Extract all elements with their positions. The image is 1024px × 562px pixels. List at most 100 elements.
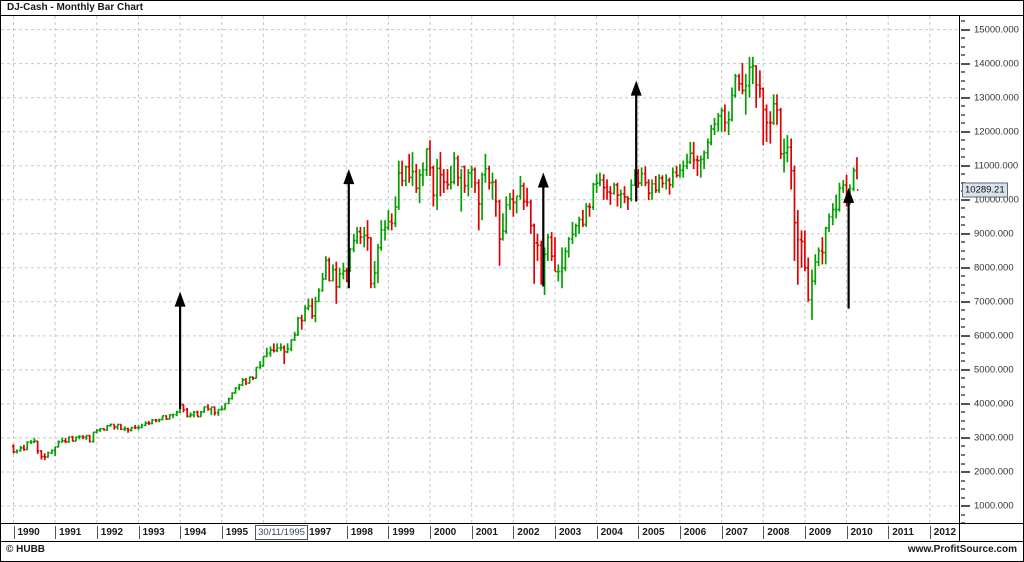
date-axis[interactable]: 1990199119921993199419951996199719981999… bbox=[1, 523, 959, 541]
price-tick-major bbox=[961, 130, 970, 133]
price-tick-minor bbox=[961, 411, 965, 414]
copyright-label: © HUBB bbox=[6, 544, 46, 555]
price-tick-minor bbox=[961, 360, 965, 363]
price-tick-minor bbox=[961, 343, 965, 346]
title-bar: DJ-Cash - Monthly Bar Chart bbox=[1, 1, 1023, 16]
price-tick-minor bbox=[961, 241, 965, 244]
price-tick-major bbox=[961, 402, 970, 405]
price-tick-minor bbox=[961, 496, 965, 499]
date-axis-label: 2009 bbox=[804, 526, 831, 539]
price-axis-label: 13000.000 bbox=[974, 92, 1019, 104]
price-tick-minor bbox=[961, 275, 965, 278]
price-axis-label: 8000.000 bbox=[974, 262, 1014, 274]
chart-plot-area[interactable] bbox=[1, 16, 959, 523]
page-title: DJ-Cash - Monthly Bar Chart bbox=[7, 2, 144, 13]
price-tick-minor bbox=[961, 351, 965, 354]
date-axis-label: 2012 bbox=[929, 526, 956, 539]
footer-bar: © HUBB www.ProfitSource.com bbox=[1, 541, 1023, 561]
price-tick-minor bbox=[961, 317, 965, 320]
price-tick-minor bbox=[961, 37, 965, 40]
price-tick-major bbox=[961, 266, 970, 269]
price-tick-minor bbox=[961, 522, 965, 523]
price-tick-minor bbox=[961, 156, 965, 159]
date-axis-label: 1998 bbox=[346, 526, 373, 539]
price-tick-minor bbox=[961, 445, 965, 448]
price-tick-minor bbox=[961, 292, 965, 295]
price-axis-label: 6000.000 bbox=[974, 330, 1014, 342]
price-axis-label: 10000.000 bbox=[974, 194, 1019, 206]
date-axis-label: 2006 bbox=[679, 526, 706, 539]
date-axis-label: 2010 bbox=[846, 526, 873, 539]
ohlc-chart-svg bbox=[1, 16, 959, 523]
price-tick-minor bbox=[961, 122, 965, 125]
date-axis-label: 2004 bbox=[596, 526, 623, 539]
price-tick-minor bbox=[961, 173, 965, 176]
price-tick-minor bbox=[961, 479, 965, 482]
price-tick-minor bbox=[961, 139, 965, 142]
price-tick-minor bbox=[961, 45, 965, 48]
price-tick-minor bbox=[961, 326, 965, 329]
price-tick-minor bbox=[961, 488, 965, 490]
date-axis-label: 2011 bbox=[888, 526, 914, 539]
arrow-annotations bbox=[174, 80, 855, 410]
price-axis-label: 7000.000 bbox=[974, 296, 1014, 308]
date-axis-label: 2007 bbox=[721, 526, 748, 539]
price-tick-minor bbox=[961, 309, 965, 312]
price-tick-minor bbox=[961, 79, 965, 82]
price-tick-major bbox=[961, 505, 970, 507]
price-tick-minor bbox=[961, 105, 965, 108]
price-axis-label: 14000.000 bbox=[974, 58, 1019, 70]
date-axis-label: 2003 bbox=[555, 526, 581, 539]
price-tick-minor bbox=[961, 113, 965, 116]
price-axis-label: 4000.000 bbox=[974, 398, 1014, 410]
price-axis-label: 15000.000 bbox=[974, 24, 1019, 36]
date-axis-label: 1991 bbox=[55, 526, 81, 539]
date-axis-label: 1995 bbox=[221, 526, 248, 539]
price-tick-major bbox=[961, 334, 970, 337]
price-tick-minor bbox=[961, 207, 965, 210]
current-price-marker[interactable]: 10289.21 bbox=[962, 182, 1008, 198]
date-axis-label: 1993 bbox=[138, 526, 165, 539]
price-axis-label: 9000.000 bbox=[974, 228, 1014, 240]
date-axis-label: 2000 bbox=[430, 526, 456, 539]
price-tick-major bbox=[961, 96, 970, 99]
price-tick-major bbox=[961, 232, 970, 235]
date-axis-label: 1997 bbox=[305, 526, 331, 539]
price-tick-major bbox=[961, 164, 970, 167]
price-tick-minor bbox=[961, 385, 965, 388]
date-tooltip[interactable]: 30/11/1995 bbox=[255, 525, 308, 540]
price-tick-minor bbox=[961, 283, 965, 286]
price-tick-minor bbox=[961, 147, 965, 150]
price-tick-major bbox=[961, 368, 970, 371]
price-tick-minor bbox=[961, 215, 965, 218]
price-tick-minor bbox=[961, 258, 965, 261]
price-axis-label: 12000.000 bbox=[974, 126, 1019, 138]
price-tick-minor bbox=[961, 54, 965, 57]
price-tick-minor bbox=[961, 20, 965, 23]
axis-corner bbox=[959, 523, 1023, 541]
source-url-label: www.ProfitSource.com bbox=[907, 544, 1017, 555]
price-tick-minor bbox=[961, 513, 965, 516]
price-tick-major bbox=[961, 471, 970, 473]
date-axis-label: 2008 bbox=[763, 526, 789, 539]
date-axis-label: 1994 bbox=[180, 526, 206, 539]
date-axis-label: 1990 bbox=[13, 526, 40, 539]
price-tick-minor bbox=[961, 377, 965, 380]
price-tick-major bbox=[961, 62, 970, 65]
price-axis-label: 5000.000 bbox=[974, 364, 1014, 376]
price-tick-minor bbox=[961, 224, 965, 227]
price-axis-label: 2000.000 bbox=[974, 466, 1014, 478]
price-tick-minor bbox=[961, 419, 965, 422]
date-axis-label: 2002 bbox=[513, 526, 540, 539]
price-tick-major bbox=[961, 436, 970, 439]
price-tick-major bbox=[961, 300, 970, 303]
price-axis-label: 1000.000 bbox=[974, 500, 1014, 512]
price-axis-label: 3000.000 bbox=[974, 432, 1014, 444]
price-tick-minor bbox=[961, 462, 965, 465]
price-tick-minor bbox=[961, 88, 965, 91]
price-tick-major bbox=[961, 28, 970, 31]
price-tick-minor bbox=[961, 428, 965, 431]
date-axis-label: 2001 bbox=[471, 526, 498, 539]
price-axis[interactable]: 1000.000 2000.000 3000.000 4000.000 5000.000… bbox=[959, 16, 1023, 523]
